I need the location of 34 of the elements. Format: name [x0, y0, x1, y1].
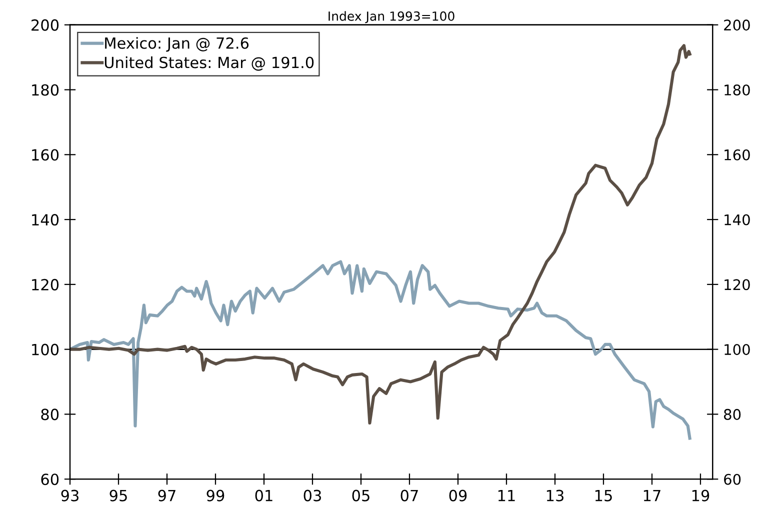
- x-tick-label: 09: [449, 490, 467, 502]
- legend-label: Mexico: Jan @ 72.6: [105, 37, 249, 52]
- x-tick-label: 03: [304, 490, 321, 502]
- y2-tick-label: 80: [724, 408, 741, 420]
- y2-tick-label: 140: [724, 214, 750, 226]
- y-tick-label: 100: [32, 344, 59, 356]
- x-tick-label: 97: [158, 490, 176, 502]
- line-series: [70, 260, 692, 440]
- x-tick-label: 11: [498, 490, 515, 502]
- y-tick-label: 120: [32, 278, 59, 290]
- y-tick-label: 200: [32, 19, 59, 31]
- y2-tick-label: 180: [724, 84, 750, 96]
- y-tick-label: 140: [32, 214, 59, 226]
- x-tick-label: 01: [255, 490, 272, 502]
- x-tick-label: 93: [61, 490, 78, 502]
- y-tick-label: 80: [41, 408, 59, 420]
- y2-tick-label: 160: [724, 149, 750, 160]
- x-tick-label: 19: [692, 490, 710, 502]
- x-tick-label: 15: [595, 490, 612, 502]
- y-tick-label: 60: [41, 474, 59, 486]
- legend-label: United States: Mar @ 191.0: [104, 56, 314, 71]
- y2-tick-label: 200: [724, 20, 750, 31]
- y2-tick-label: 100: [724, 344, 750, 356]
- x-tick-label: 99: [206, 490, 224, 502]
- x-tick-label: 05: [352, 490, 370, 502]
- x-tick-label: 17: [644, 490, 660, 502]
- x-tick-label: 95: [110, 490, 127, 502]
- x-tick-label: 07: [400, 490, 418, 502]
- y-tick-label: 160: [32, 149, 59, 161]
- y-tick-label: 180: [32, 84, 59, 96]
- chart-title: Index Jan 1993=100: [328, 11, 454, 24]
- x-tick-label: 13: [546, 490, 564, 502]
- y2-tick-label: 60: [724, 474, 741, 485]
- y2-tick-label: 120: [724, 279, 750, 290]
